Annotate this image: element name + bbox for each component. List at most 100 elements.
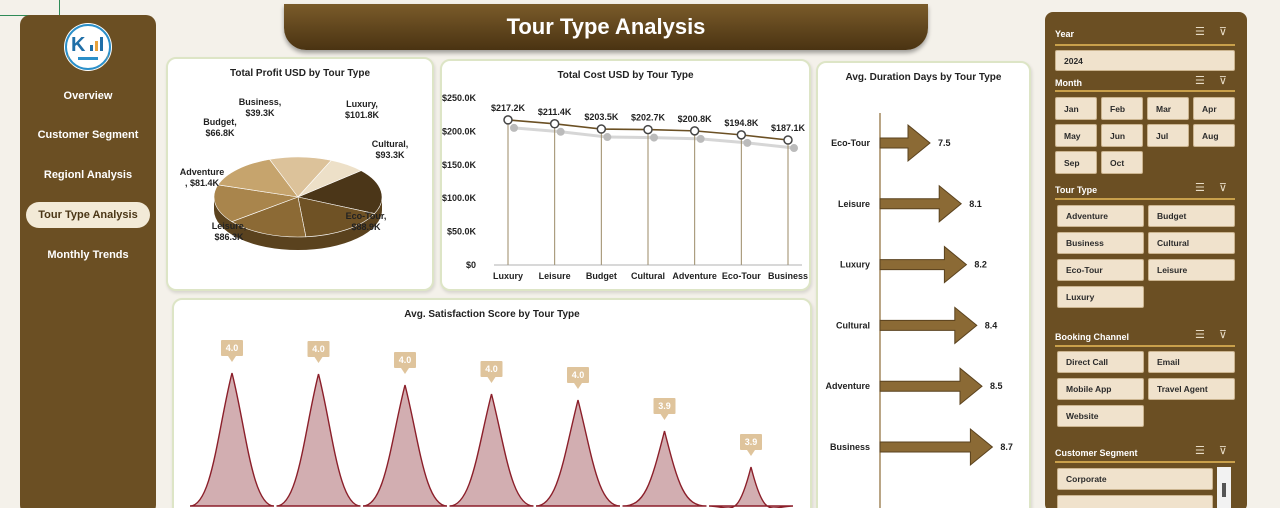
satisfaction-peak [622, 430, 707, 507]
duration-data-label: 8.7 [1000, 442, 1013, 452]
pie-slice-adventure [217, 159, 299, 198]
cost-point [736, 130, 747, 140]
multi-select-icon[interactable]: ☰ [1195, 445, 1205, 457]
multi-select-icon[interactable]: ☰ [1195, 182, 1205, 194]
pie-label-name: Luxury, [346, 99, 378, 109]
satisfaction-data-label: 4.0 [226, 343, 239, 353]
month-option-jun[interactable]: Jun [1101, 124, 1143, 147]
point-shadow [790, 144, 798, 153]
x-tick-label: Adventure [672, 271, 717, 281]
x-tick-label: Eco-Tour [722, 271, 761, 281]
satisfaction-data-label: 4.0 [399, 355, 412, 365]
tour-type-option-budget[interactable]: Budget [1148, 205, 1235, 227]
pie-label-value: $93.3K [375, 150, 405, 160]
month-option-sep[interactable]: Sep [1055, 151, 1097, 174]
tour-type-option-leisure[interactable]: Leisure [1148, 259, 1235, 281]
satisfaction-data-label: 4.0 [312, 344, 325, 354]
nav-regional-analysis[interactable]: Regionl Analysis [43, 169, 133, 181]
duration-arrow [879, 367, 983, 406]
month-option-oct[interactable]: Oct [1101, 151, 1143, 174]
x-tick-label: Budget [586, 271, 617, 281]
satisfaction-data-label: 4.0 [485, 364, 498, 374]
nav-tour-type-analysis[interactable]: Tour Type Analysis [26, 202, 150, 228]
duration-arrow [879, 306, 978, 345]
booking-channel-option-email[interactable]: Email [1148, 351, 1235, 373]
booking-channel-option-direct-call[interactable]: Direct Call [1057, 351, 1144, 373]
month-option-aug[interactable]: Aug [1193, 124, 1235, 147]
tour-type-slicer-title: Tour Type [1055, 185, 1098, 195]
booking-channel-option-website[interactable]: Website [1057, 405, 1144, 427]
pie-label-name: Eco-Tour, [346, 211, 387, 221]
multi-select-icon[interactable]: ☰ [1195, 26, 1205, 38]
satisfaction-data-label: 3.9 [745, 437, 758, 447]
cost-data-label: $211.4K [538, 107, 572, 117]
cost-point [503, 115, 513, 125]
logo-graphic: K [65, 24, 111, 71]
duration-arrow [879, 184, 962, 223]
pie-slice-business [297, 159, 362, 198]
month-option-feb[interactable]: Feb [1101, 97, 1143, 120]
duration-category-label: Leisure [838, 199, 870, 209]
cost-data-label: $194.8K [724, 118, 759, 128]
divider [1055, 345, 1235, 347]
satisfaction-peak [535, 399, 621, 507]
segment-scrollbar[interactable] [1217, 467, 1231, 508]
month-slicer-title: Month [1055, 78, 1082, 88]
tour-type-option-business[interactable]: Business [1057, 232, 1144, 254]
duration-bar-chart: Eco-Tour 7.5 Leisure 8.1 Luxury 8.2 Cultural 8.… [825, 113, 1013, 508]
duration-data-label: 8.4 [985, 320, 998, 330]
tour-type-option-eco-tour[interactable]: Eco-Tour [1057, 259, 1144, 281]
scrollbar-thumb[interactable] [1222, 483, 1226, 497]
nav-overview[interactable]: Overview [63, 90, 113, 102]
divider [1055, 90, 1235, 92]
clear-filter-icon[interactable]: ⊽ [1218, 182, 1227, 194]
duration-arrow [879, 245, 968, 284]
duration-category-label: Business [830, 442, 870, 452]
month-option-jan[interactable]: Jan [1055, 97, 1097, 120]
clear-filter-icon[interactable]: ⊽ [1218, 75, 1227, 87]
cost-data-label: $217.2K [491, 103, 526, 113]
nav-customer-segment[interactable]: Customer Segment [37, 129, 139, 141]
title-banner: Tour Type Analysis [284, 4, 928, 50]
customer-segment-option-blank[interactable] [1057, 495, 1213, 508]
satisfaction-data-label: 3.9 [658, 401, 671, 411]
month-option-apr[interactable]: Apr [1193, 97, 1235, 120]
clear-filter-icon[interactable]: ⊽ [1218, 445, 1227, 457]
customer-segment-option-corporate[interactable]: Corporate [1057, 468, 1213, 490]
nav-monthly-trends[interactable]: Monthly Trends [47, 249, 129, 261]
pie-label-value: , $81.4K [185, 178, 220, 188]
satisfaction-label-box [307, 341, 330, 357]
booking-channel-option-mobile-app[interactable]: Mobile App [1057, 378, 1144, 400]
svg-text:K: K [71, 34, 86, 56]
y-tick-label: $0 [466, 260, 476, 270]
cell-grid-corner [0, 0, 60, 16]
profit-chart-title: Total Profit USD by Tour Type [230, 68, 370, 79]
month-option-mar[interactable]: Mar [1147, 97, 1189, 120]
clear-filter-icon[interactable]: ⊽ [1218, 329, 1227, 341]
multi-select-icon[interactable]: ☰ [1195, 75, 1205, 87]
satisfaction-chart: 4.0 4.0 4.0 4.0 4.0 3.9 3.9 [189, 340, 794, 508]
page-title: Tour Type Analysis [506, 14, 706, 39]
year-slicer-title: Year [1055, 29, 1075, 39]
cost-data-label: $187.1K [771, 123, 806, 133]
clear-filter-icon[interactable]: ⊽ [1218, 26, 1227, 38]
pie-label-value: $66.8K [205, 128, 235, 138]
tour-type-option-luxury[interactable]: Luxury [1057, 286, 1144, 308]
tour-type-option-adventure[interactable]: Adventure [1057, 205, 1144, 227]
point-shadow [696, 134, 705, 143]
cost-point [689, 126, 700, 136]
multi-select-icon[interactable]: ☰ [1195, 329, 1205, 341]
pie-slice-budget [269, 156, 332, 198]
booking-channel-option-travel-agent[interactable]: Travel Agent [1148, 378, 1235, 400]
x-tick-label: Luxury [493, 271, 523, 281]
month-option-may[interactable]: May [1055, 124, 1097, 147]
year-option-2024[interactable]: 2024 [1055, 50, 1235, 71]
satisfaction-label-box [480, 361, 503, 377]
pie-label-name: Leisure, [212, 221, 247, 231]
month-option-jul[interactable]: Jul [1147, 124, 1189, 147]
satisfaction-label-pointer [574, 383, 582, 389]
booking-channel-slicer-title: Booking Channel [1055, 332, 1129, 342]
tour-type-option-cultural[interactable]: Cultural [1148, 232, 1235, 254]
pie-label-name: Adventure [180, 167, 225, 177]
pie-label-value: $88.9K [351, 222, 381, 232]
